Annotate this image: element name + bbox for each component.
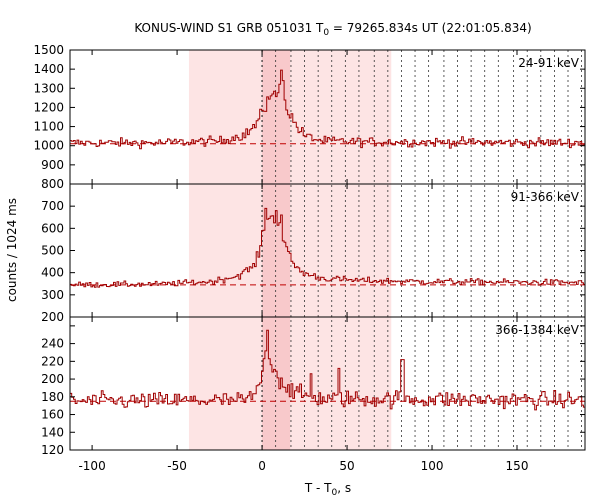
x-tick-label: 100 [421, 459, 444, 473]
x-axis-label: T - T0, s [304, 481, 351, 498]
energy-band-label: 366-1384 keV [495, 323, 579, 337]
y-tick-label: 300 [41, 288, 64, 302]
x-tick-label: -100 [78, 459, 105, 473]
count-rate-series [70, 207, 585, 288]
y-tick-label: 900 [41, 158, 64, 172]
y-tick-label: 240 [41, 337, 64, 351]
y-tick-label: 700 [41, 199, 64, 213]
count-rate-series [70, 329, 585, 411]
y-tick-label: 500 [41, 244, 64, 258]
y-tick-label: 180 [41, 390, 64, 404]
count-rate-series [70, 69, 585, 150]
panel-frame [69, 316, 586, 451]
x-tick-label: 50 [339, 459, 354, 473]
x-tick-label: -50 [167, 459, 187, 473]
y-tick-label: 600 [41, 221, 64, 235]
energy-band-label: 91-366 keV [511, 190, 580, 204]
y-tick-label: 120 [41, 443, 64, 457]
chart-title-subscript: 0 [323, 28, 329, 38]
peak-interval [262, 50, 291, 450]
y-tick-label: 400 [41, 266, 64, 280]
y-tick-label: 200 [41, 372, 64, 386]
y-tick-label: 800 [41, 177, 64, 191]
y-tick-label: 1400 [33, 62, 64, 76]
y-tick-label: 1100 [33, 120, 64, 134]
y-tick-label: 1200 [33, 100, 64, 114]
y-tick-label: 200 [41, 310, 64, 324]
energy-band-label: 24-91 keV [518, 56, 580, 70]
x-axis-label-subscript: 0 [332, 488, 338, 498]
y-tick-label: 160 [41, 408, 64, 422]
y-tick-label: 1500 [33, 43, 64, 57]
y-tick-label: 220 [41, 354, 64, 368]
y-tick-label: 140 [41, 425, 64, 439]
y-tick-label: 1000 [33, 139, 64, 153]
y-tick-label: 1300 [33, 81, 64, 95]
y-axis-label: counts / 1024 ms [5, 198, 19, 302]
x-tick-label: 0 [258, 459, 266, 473]
chart-title: KONUS-WIND S1 GRB 051031 T0 = 79265.834s… [134, 21, 531, 38]
x-tick-label: 150 [506, 459, 529, 473]
